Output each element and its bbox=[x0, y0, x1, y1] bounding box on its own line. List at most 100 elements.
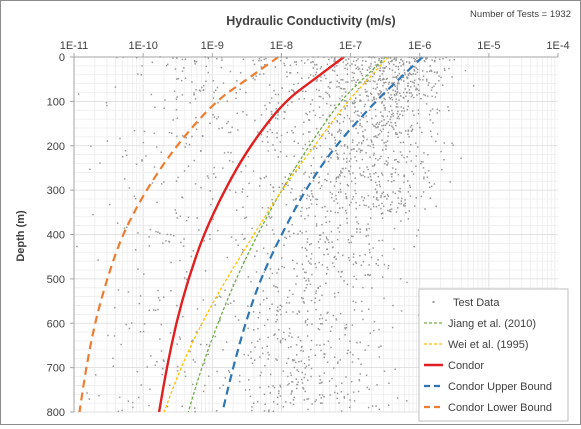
test-data-point bbox=[352, 139, 354, 141]
test-data-point bbox=[279, 339, 282, 342]
x-tick-label: 1E-6 bbox=[408, 40, 431, 52]
test-data-point bbox=[338, 174, 341, 176]
test-data-point bbox=[303, 362, 306, 365]
test-data-point bbox=[410, 124, 413, 127]
test-data-point bbox=[325, 319, 327, 321]
test-data-point bbox=[359, 341, 361, 344]
legend-label: Condor Lower Bound bbox=[448, 402, 552, 414]
test-data-point bbox=[307, 278, 310, 280]
test-data-point bbox=[247, 354, 250, 357]
test-data-point bbox=[139, 331, 142, 333]
test-data-point bbox=[274, 93, 277, 96]
test-data-point bbox=[303, 302, 305, 304]
test-data-point bbox=[277, 156, 279, 158]
test-data-point bbox=[342, 158, 345, 160]
test-data-point bbox=[397, 136, 399, 138]
test-data-point bbox=[184, 375, 187, 378]
test-data-point bbox=[379, 121, 381, 124]
test-data-point bbox=[289, 235, 291, 238]
test-data-point bbox=[398, 202, 400, 205]
test-data-point bbox=[395, 65, 397, 67]
test-data-point bbox=[202, 299, 205, 301]
test-data-point bbox=[266, 297, 268, 300]
test-data-point bbox=[399, 92, 401, 94]
test-data-point bbox=[435, 205, 437, 208]
test-data-point bbox=[409, 184, 411, 187]
test-data-point bbox=[260, 59, 263, 62]
test-data-points bbox=[76, 56, 475, 413]
test-data-point bbox=[273, 233, 275, 235]
test-data-point bbox=[325, 273, 328, 275]
test-data-point bbox=[370, 139, 372, 141]
test-data-point bbox=[385, 148, 387, 150]
test-data-point bbox=[315, 80, 318, 82]
test-data-point bbox=[396, 106, 399, 108]
test-data-point bbox=[393, 128, 395, 130]
test-data-point bbox=[417, 83, 419, 86]
test-data-point bbox=[361, 74, 364, 77]
test-data-point bbox=[376, 86, 378, 89]
test-data-point bbox=[222, 384, 224, 387]
test-data-point bbox=[239, 380, 241, 383]
test-data-point bbox=[391, 201, 393, 203]
test-data-point bbox=[410, 160, 412, 162]
test-data-point bbox=[297, 142, 299, 144]
test-data-point bbox=[306, 197, 308, 200]
test-data-point bbox=[282, 370, 285, 372]
test-data-point bbox=[388, 96, 391, 99]
test-data-point bbox=[387, 264, 390, 267]
test-data-point bbox=[424, 94, 426, 97]
test-data-point bbox=[192, 383, 194, 386]
test-data-point bbox=[354, 64, 356, 66]
test-data-point bbox=[381, 217, 384, 219]
test-data-point bbox=[451, 142, 453, 144]
test-data-point bbox=[419, 78, 421, 81]
test-data-point bbox=[319, 116, 321, 119]
test-data-point bbox=[367, 344, 370, 347]
test-data-point bbox=[348, 204, 351, 206]
test-data-point bbox=[237, 244, 239, 246]
test-data-point bbox=[397, 197, 399, 199]
test-data-point bbox=[135, 249, 137, 251]
test-data-point bbox=[379, 111, 382, 113]
test-data-point bbox=[296, 262, 298, 265]
test-data-point bbox=[266, 345, 268, 348]
test-data-point bbox=[346, 73, 349, 75]
test-data-point bbox=[208, 375, 210, 377]
test-data-point bbox=[371, 165, 374, 167]
test-data-point bbox=[280, 134, 283, 137]
test-data-point bbox=[285, 401, 287, 403]
test-data-point bbox=[308, 77, 310, 79]
test-data-point bbox=[375, 172, 377, 174]
test-data-point bbox=[337, 227, 339, 229]
test-data-point bbox=[392, 89, 394, 91]
test-data-point bbox=[229, 70, 232, 73]
test-data-point bbox=[88, 398, 90, 400]
test-data-point bbox=[337, 211, 339, 214]
test-data-point bbox=[393, 180, 395, 182]
test-data-point bbox=[292, 89, 294, 91]
test-data-point bbox=[407, 73, 410, 75]
test-data-point bbox=[331, 196, 333, 199]
test-data-point bbox=[259, 356, 261, 358]
test-data-point bbox=[273, 285, 275, 287]
test-data-point bbox=[330, 148, 332, 150]
test-data-point bbox=[409, 150, 411, 153]
test-data-point bbox=[321, 394, 324, 396]
test-data-point bbox=[303, 62, 306, 64]
test-data-point bbox=[212, 114, 214, 116]
test-data-point bbox=[379, 185, 381, 188]
test-data-point bbox=[362, 286, 364, 289]
test-data-point bbox=[308, 262, 311, 264]
test-data-point bbox=[359, 124, 361, 127]
test-data-point bbox=[398, 82, 400, 85]
test-data-point bbox=[369, 65, 372, 67]
test-data-point bbox=[349, 64, 351, 67]
test-data-point bbox=[352, 148, 354, 150]
test-data-point bbox=[420, 163, 422, 165]
test-data-point bbox=[269, 373, 272, 376]
test-data-point bbox=[301, 378, 303, 381]
test-data-point bbox=[305, 207, 308, 210]
test-data-point bbox=[396, 90, 399, 93]
test-data-point bbox=[151, 61, 154, 64]
